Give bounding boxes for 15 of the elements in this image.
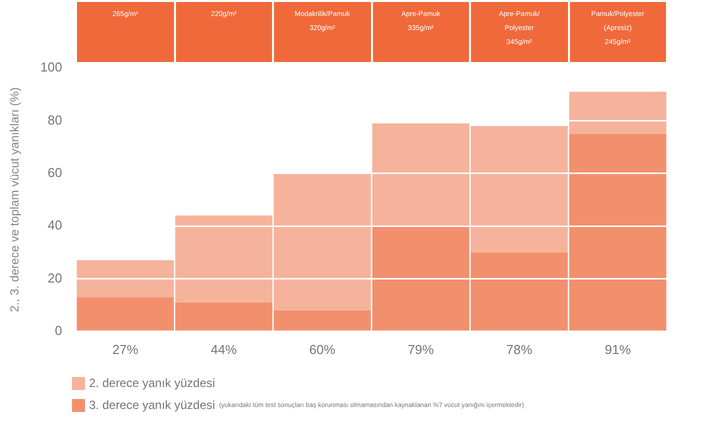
total-label: 91% [604,342,632,357]
y-tick-label: 80 [48,112,62,128]
total-label: 78% [506,342,533,357]
y-tick-label: 40 [48,218,62,233]
y-tick-label: 20 [48,270,62,286]
y-axis-title: 2., 3. derece ve toplam vücut yanıkları (%) [8,87,22,312]
legend-label: 2. derece yanık yüzdesi [89,376,216,390]
total-label: 27% [112,342,139,357]
legend-label: 3. derece yanık yüzdesi [89,398,216,412]
y-tick-label: 0 [54,322,62,338]
y-tick-label: 60 [48,164,62,180]
total-label: 60% [309,342,336,357]
total-label: 79% [408,342,434,357]
y-tick-label: 100 [40,60,62,75]
total-label: 44% [210,342,238,357]
